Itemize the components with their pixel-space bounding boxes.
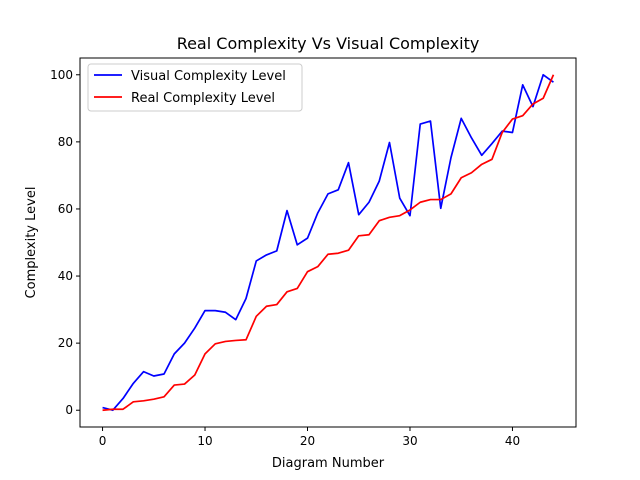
y-axis-ticks: 0 20 40 60 80 100 bbox=[50, 68, 80, 417]
y-axis-label: Complexity Level bbox=[24, 187, 39, 299]
x-tick-label: 10 bbox=[197, 434, 212, 448]
y-tick-label: 100 bbox=[50, 68, 73, 82]
x-tick-label: 20 bbox=[300, 434, 315, 448]
series-line-1 bbox=[102, 74, 555, 412]
y-tick-label: 40 bbox=[58, 269, 73, 283]
series-line-0 bbox=[102, 73, 554, 412]
plot-area bbox=[102, 73, 555, 412]
y-tick-label: 0 bbox=[65, 403, 73, 417]
x-axis-label: Diagram Number bbox=[272, 456, 385, 471]
y-tick-label: 60 bbox=[58, 202, 73, 216]
x-tick-label: 30 bbox=[402, 434, 417, 448]
chart-title: Real Complexity Vs Visual Complexity bbox=[177, 34, 480, 53]
x-tick-label: 0 bbox=[99, 434, 107, 448]
x-tick-label: 40 bbox=[505, 434, 520, 448]
axes-frame bbox=[79, 57, 577, 428]
y-tick-label: 20 bbox=[58, 336, 73, 350]
legend-label-real: Real Complexity Level bbox=[131, 91, 275, 106]
legend-box bbox=[87, 63, 303, 112]
legend: Visual Complexity Level Real Complexity … bbox=[87, 63, 303, 112]
y-tick-label: 80 bbox=[58, 135, 73, 149]
x-axis-ticks: 0 10 20 30 40 bbox=[99, 427, 520, 448]
legend-label-visual: Visual Complexity Level bbox=[131, 69, 286, 84]
